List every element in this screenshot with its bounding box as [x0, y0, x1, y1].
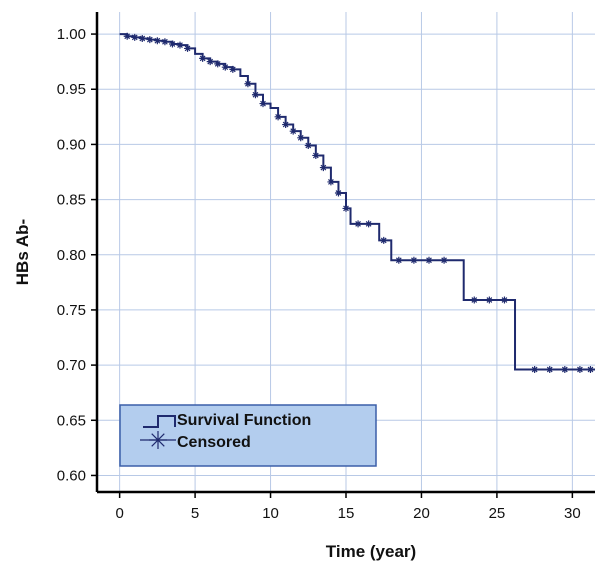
censored-marker — [485, 296, 493, 304]
x-tick-label: 20 — [413, 505, 430, 522]
legend-step-icon — [143, 415, 176, 428]
legend-label-survival: Survival Function — [177, 412, 311, 429]
x-tick-label: 15 — [338, 505, 355, 522]
censored-marker — [380, 236, 388, 244]
censored-marker — [576, 366, 584, 374]
censored-marker — [297, 134, 305, 142]
censored-marker — [586, 366, 594, 374]
censored-marker — [176, 41, 184, 49]
censored-marker — [206, 58, 214, 66]
y-tick-label: 0.70 — [57, 357, 86, 374]
x-axis-ticks: 0 5 10 15 20 25 30 — [115, 492, 581, 522]
censored-marker — [184, 44, 192, 52]
censored-marker — [327, 178, 335, 186]
censored-marker — [199, 54, 207, 62]
y-tick-label: 0.80 — [57, 247, 86, 264]
y-axis-title: HBs Ab- — [13, 219, 32, 285]
censored-marker — [146, 36, 154, 44]
censored-marker — [123, 32, 131, 40]
y-tick-label: 1.00 — [57, 26, 86, 43]
censored-marker — [282, 121, 290, 129]
censored-marker — [274, 113, 282, 121]
censored-marker — [259, 100, 267, 108]
censored-marker — [312, 151, 320, 159]
censored-marker — [229, 65, 237, 73]
y-tick-label: 0.95 — [57, 81, 86, 98]
censored-marker — [395, 256, 403, 264]
y-tick-label: 0.60 — [57, 467, 86, 484]
survival-step-line — [119, 33, 595, 371]
censored-marker — [153, 37, 161, 45]
censored-marker — [546, 366, 554, 374]
censored-marker — [131, 33, 139, 41]
censored-marker — [138, 34, 146, 42]
censored-marker — [214, 60, 222, 68]
y-tick-label: 0.85 — [57, 192, 86, 209]
censored-marker — [221, 63, 229, 71]
legend: Survival Function Censored — [119, 404, 377, 467]
x-tick-label: 30 — [564, 505, 581, 522]
censored-marker — [470, 296, 478, 304]
x-tick-label: 25 — [489, 505, 506, 522]
censored-marker — [440, 256, 448, 264]
legend-star-icon — [140, 431, 176, 449]
censored-marker — [334, 189, 342, 197]
censored-marker — [319, 164, 327, 172]
legend-label-censored: Censored — [177, 434, 251, 451]
censored-marker — [289, 127, 297, 135]
censored-marker — [304, 142, 312, 150]
censored-marker — [425, 256, 433, 264]
censored-marker — [354, 220, 362, 228]
y-tick-label: 0.75 — [57, 302, 86, 319]
x-tick-label: 5 — [191, 505, 199, 522]
censored-marker — [342, 204, 350, 212]
censored-marker — [251, 91, 259, 99]
censored-marker — [561, 366, 569, 374]
x-tick-label: 0 — [115, 505, 123, 522]
y-tick-label: 0.65 — [57, 412, 86, 429]
censored-marker — [161, 38, 169, 46]
censored-marker — [244, 80, 252, 88]
y-tick-label: 0.90 — [57, 136, 86, 153]
y-axis-ticks: 0.60 0.65 0.70 0.75 0.80 0.85 0.90 0.95 1.00 — [57, 26, 97, 484]
x-axis-title: Time (year) — [326, 542, 416, 561]
x-tick-label: 10 — [262, 505, 279, 522]
censored-marker — [531, 366, 539, 374]
censored-marker — [500, 296, 508, 304]
censored-marker — [168, 40, 176, 48]
censored-marker — [365, 220, 373, 228]
series-layer — [119, 32, 595, 374]
censored-marker — [410, 256, 418, 264]
